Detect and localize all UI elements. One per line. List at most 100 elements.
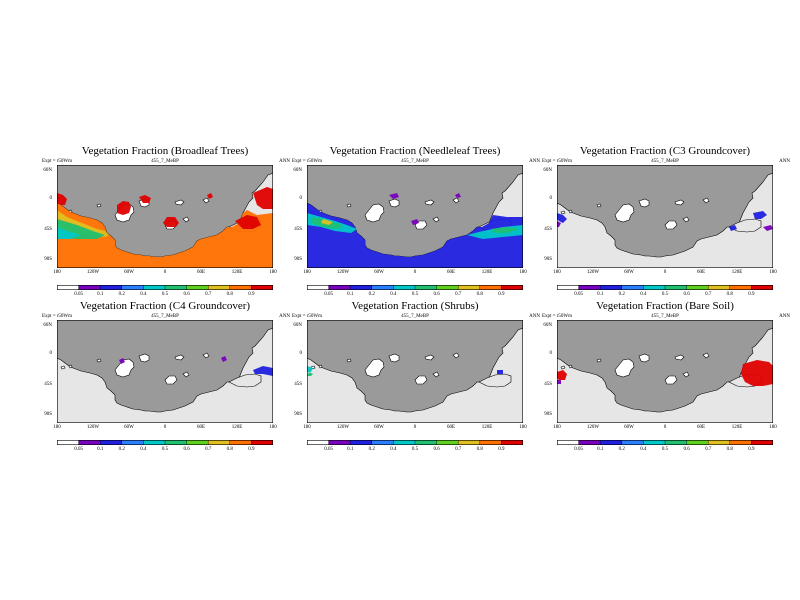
lon-tick-label: 180 bbox=[269, 425, 277, 430]
data-cell-region bbox=[235, 215, 261, 229]
land-island bbox=[614, 358, 635, 378]
colorbar-swatch bbox=[143, 440, 166, 445]
season-label: ANN bbox=[529, 314, 540, 319]
colorbar-swatch bbox=[143, 285, 166, 290]
colorbar-tick-label: 0.2 bbox=[618, 292, 625, 297]
colorbar-swatch bbox=[665, 440, 687, 445]
lat-tick-label: 60N bbox=[293, 323, 302, 328]
land-island bbox=[424, 354, 435, 361]
colorbar-swatch bbox=[501, 285, 523, 290]
colorbar-tick-label: 0.5 bbox=[411, 447, 419, 452]
land-island bbox=[364, 203, 385, 223]
land-island bbox=[596, 358, 602, 363]
run-label: 455_7_MeBP bbox=[401, 159, 429, 164]
colorbar-swatch bbox=[307, 285, 329, 290]
experiment-label: Expt = r50Wm bbox=[542, 159, 573, 164]
data-cell-region bbox=[253, 366, 273, 376]
coastline-region bbox=[228, 373, 262, 388]
colorbar-swatch bbox=[665, 285, 687, 290]
colorbar: 0.05 0.1 0.2 0.4 0.5 0.6 0.7 0.8 0.9 bbox=[57, 440, 273, 452]
colorbar-swatch bbox=[229, 440, 252, 445]
land-island bbox=[702, 197, 710, 204]
lat-tick-label: 90S bbox=[44, 257, 52, 262]
lon-tick-label: 0 bbox=[663, 270, 667, 275]
colorbar-swatch bbox=[708, 440, 731, 445]
colorbar-tick-label: 0.2 bbox=[118, 447, 125, 452]
lat-tick-label: 0 bbox=[49, 196, 53, 201]
colorbar-swatch bbox=[307, 440, 329, 445]
data-cell-region bbox=[221, 356, 227, 362]
colorbar-swatch bbox=[600, 285, 623, 290]
lon-tick-label: 180 bbox=[303, 425, 311, 430]
data-cell-region bbox=[741, 360, 773, 386]
land-island bbox=[638, 198, 650, 208]
land-island bbox=[424, 199, 435, 206]
colorbar-swatch bbox=[229, 285, 252, 290]
experiment-label: Expt = r50Wm bbox=[542, 314, 573, 319]
lat-tick-label: 90S bbox=[544, 412, 552, 417]
colorbar-swatch bbox=[708, 285, 731, 290]
data-cell-region bbox=[321, 219, 333, 225]
colorbar-tick-label: 0.4 bbox=[390, 447, 397, 452]
colorbar-tick-label: 0.8 bbox=[476, 292, 483, 297]
colorbar-swatch bbox=[78, 440, 101, 445]
colorbar-swatch bbox=[729, 440, 752, 445]
colorbar: 0.05 0.1 0.2 0.4 0.5 0.6 0.7 0.8 0.9 bbox=[57, 285, 273, 297]
lon-tick-label: 60W bbox=[624, 425, 634, 430]
lon-tick-label: 180 bbox=[53, 425, 61, 430]
map-frame bbox=[57, 320, 273, 423]
lat-tick-label: 0 bbox=[549, 351, 553, 356]
lat-tick-label: 60N bbox=[543, 168, 552, 173]
colorbar-tick-label: 0.5 bbox=[161, 447, 169, 452]
map-frame bbox=[557, 165, 773, 268]
land-island bbox=[364, 358, 385, 378]
land-island bbox=[96, 203, 102, 208]
lon-tick-label: 180 bbox=[553, 270, 561, 275]
colorbar-tick-label: 0.2 bbox=[368, 292, 375, 297]
experiment-label: Expt = r50Wm bbox=[42, 159, 73, 164]
land-island bbox=[182, 371, 190, 378]
data-cell-region bbox=[117, 201, 131, 215]
lon-tick-label: 60E bbox=[696, 270, 706, 275]
map-frame bbox=[307, 165, 523, 268]
colorbar-swatches bbox=[557, 440, 773, 445]
colorbar-swatch bbox=[208, 440, 231, 445]
map-plot bbox=[557, 165, 773, 268]
colorbar-tick-label: 0.4 bbox=[640, 292, 647, 297]
lon-tick-label: 60W bbox=[374, 270, 384, 275]
data-cell-region bbox=[411, 219, 419, 225]
data-cell-region bbox=[57, 203, 273, 268]
land-island bbox=[164, 375, 178, 385]
land-mask bbox=[307, 320, 523, 413]
colorbar-swatch bbox=[501, 440, 523, 445]
lon-tick-label: 120E bbox=[481, 270, 493, 275]
lon-tick-label: 180 bbox=[519, 270, 527, 275]
colorbar-swatch bbox=[165, 440, 187, 445]
land-island bbox=[452, 197, 460, 204]
lon-tick-label: 180 bbox=[519, 425, 527, 430]
land-island bbox=[674, 199, 685, 206]
land-island bbox=[638, 353, 650, 363]
colorbar-tick-label: 0.9 bbox=[498, 292, 505, 297]
map-plot bbox=[57, 165, 273, 268]
data-cell-region bbox=[491, 227, 519, 233]
lon-tick-label: 180 bbox=[269, 270, 277, 275]
colorbar-swatch bbox=[350, 440, 373, 445]
colorbar-swatch bbox=[557, 285, 579, 290]
lon-tick-label: 120W bbox=[586, 425, 600, 430]
run-label: 455_7_MeBP bbox=[151, 314, 179, 319]
colorbar-tick-label: 0.9 bbox=[498, 447, 505, 452]
lon-tick-label: 0 bbox=[413, 425, 417, 430]
lon-tick-label: 60E bbox=[446, 425, 456, 430]
lon-tick-label: 120W bbox=[86, 425, 100, 430]
colorbar-swatch bbox=[393, 440, 416, 445]
colorbar-swatch bbox=[251, 440, 273, 445]
lat-tick-label: 60N bbox=[43, 168, 52, 173]
season-label: ANN bbox=[279, 159, 290, 164]
colorbar-tick-label: 0.5 bbox=[661, 292, 669, 297]
experiment-label: Expt = r50Wm bbox=[42, 314, 73, 319]
chart-title: Vegetation Fraction (C4 Groundcover) bbox=[79, 300, 251, 312]
land-island bbox=[664, 375, 678, 385]
lon-tick-label: 60E bbox=[196, 425, 206, 430]
lon-tick-label: 120W bbox=[86, 270, 100, 275]
